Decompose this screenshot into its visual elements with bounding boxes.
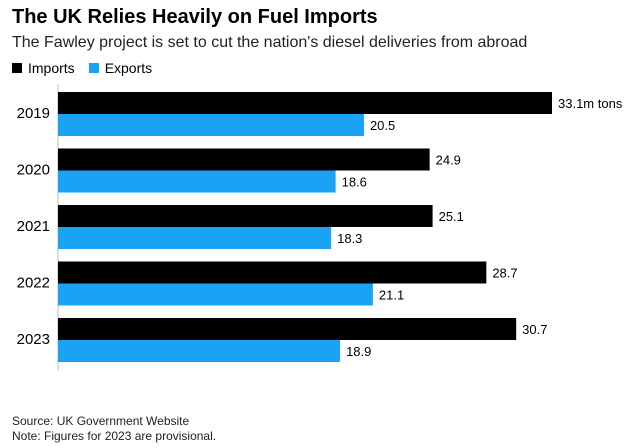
bar-exports-2023: [58, 340, 341, 362]
data-label-exports-2020: 18.6: [342, 175, 367, 190]
bar-exports-2021: [58, 227, 332, 249]
footnote: Note: Figures for 2023 are provisional.: [12, 429, 217, 443]
data-label-exports-2023: 18.9: [346, 344, 371, 359]
legend-item-exports: Exports: [88, 60, 153, 76]
y-tick-label-2019: 2019: [17, 105, 50, 122]
legend-label-exports: Exports: [104, 60, 153, 76]
data-label-imports-2022: 28.7: [492, 266, 517, 281]
y-tick-label-2023: 2023: [17, 331, 50, 348]
chart-title: The UK Relies Heavily on Fuel Imports: [12, 6, 378, 28]
bar-imports-2020: [58, 148, 430, 171]
y-tick-label-2022: 2022: [17, 275, 50, 292]
source-note: Source: UK Government Website: [12, 414, 190, 428]
data-label-exports-2019: 20.5: [370, 118, 395, 133]
bar-exports-2022: [58, 283, 373, 306]
y-tick-label-2020: 2020: [17, 162, 50, 179]
bar-exports-2020: [58, 170, 336, 193]
bar-imports-2021: [58, 205, 433, 227]
bar-chart: 2019 33.1m tons 20.5 2020 24.9 18.6 2021 25.1 18…: [17, 84, 623, 370]
data-label-imports-2023: 30.7: [522, 322, 547, 337]
legend-label-imports: Imports: [28, 60, 75, 76]
data-label-imports-2019: 33.1m tons: [558, 96, 623, 111]
bar-imports-2022: [58, 261, 487, 284]
data-label-imports-2020: 24.9: [436, 153, 461, 168]
bar-imports-2023: [58, 318, 517, 340]
bar-exports-2019: [58, 114, 364, 136]
chart-subtitle: The Fawley project is set to cut the nat…: [12, 34, 528, 51]
y-tick-label-2021: 2021: [17, 218, 50, 235]
data-label-exports-2021: 18.3: [337, 231, 362, 246]
data-label-exports-2022: 21.1: [379, 288, 404, 303]
legend-swatch-exports: [88, 63, 99, 73]
bar-imports-2019: [58, 92, 552, 114]
legend: Imports Exports: [12, 60, 166, 76]
legend-item-imports: Imports: [12, 60, 75, 76]
data-label-imports-2021: 25.1: [439, 209, 464, 224]
legend-swatch-imports: [12, 63, 22, 73]
